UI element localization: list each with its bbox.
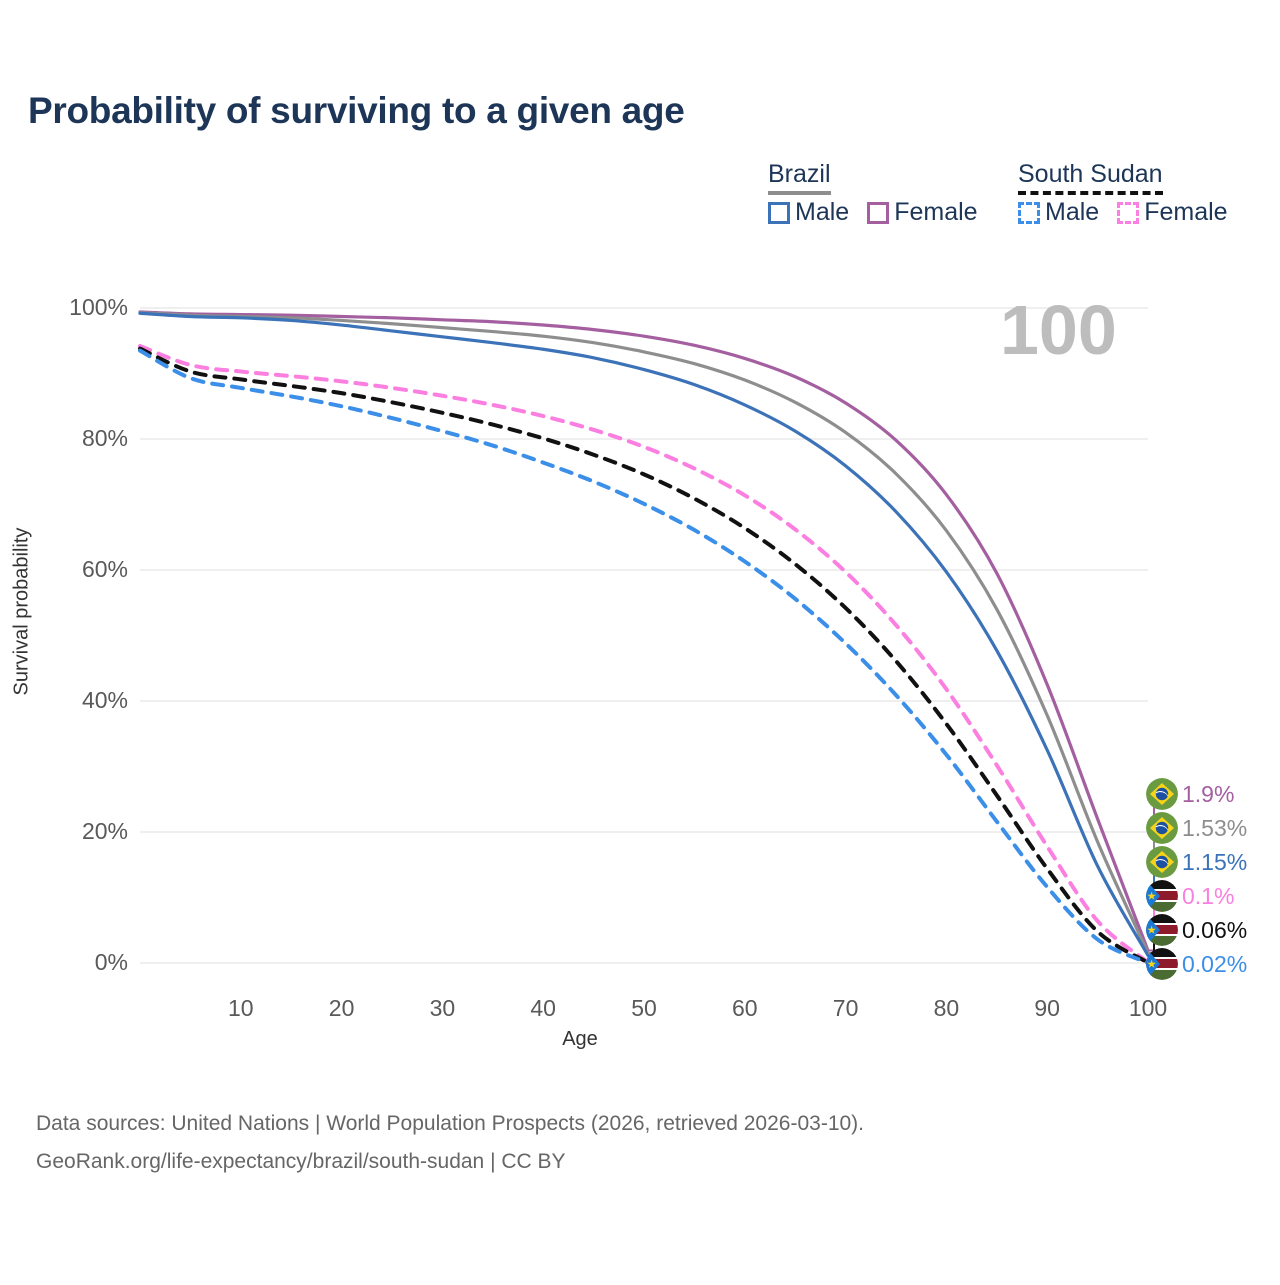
y-axis-tick-label: 40% (8, 687, 128, 714)
x-axis-tick-label: 30 (402, 995, 482, 1022)
x-axis-tick-label: 40 (503, 995, 583, 1022)
x-axis-tick-label: 80 (906, 995, 986, 1022)
end-label-value: 0.06% (1182, 917, 1247, 944)
end-label: 1.53% (1146, 811, 1247, 845)
end-label-value: 0.02% (1182, 951, 1247, 978)
y-axis-tick-label: 20% (8, 818, 128, 845)
end-label-value: 1.15% (1182, 849, 1247, 876)
x-axis-tick-label: 50 (604, 995, 684, 1022)
end-label: 0.1% (1146, 879, 1234, 913)
series-end-labels: 1.9% 1.53% 1.15% 0.1% 0.06% 0.02% (1146, 770, 1280, 985)
south-sudan-flag-icon (1146, 880, 1178, 912)
x-axis-tick-label: 70 (806, 995, 886, 1022)
series-line-brazil-total (140, 313, 1148, 953)
series-line-brazil-male (140, 313, 1148, 955)
footer-credits: Data sources: United Nations | World Pop… (36, 1105, 864, 1181)
x-axis-tick-label: 90 (1007, 995, 1087, 1022)
x-axis-tick-label: 100 (1108, 995, 1188, 1022)
x-axis-tick-label: 10 (201, 995, 281, 1022)
brazil-flag-icon (1146, 778, 1178, 810)
series-line-south-sudan-total (140, 349, 1148, 963)
y-axis-tick-label: 100% (8, 294, 128, 321)
y-axis-ticks: Survival probability 100% 80% 60% 40% 20% 0% (0, 0, 128, 1280)
series-line-south-sudan-male (140, 351, 1148, 963)
end-label: 1.15% (1146, 845, 1247, 879)
y-axis-tick-label: 0% (8, 949, 128, 976)
end-label-value: 0.1% (1182, 883, 1234, 910)
brazil-flag-icon (1146, 846, 1178, 878)
end-label: 0.06% (1146, 913, 1247, 947)
end-label-value: 1.9% (1182, 781, 1234, 808)
watermark-100: 100 (1000, 295, 1117, 365)
footer-line-2: GeoRank.org/life-expectancy/brazil/south… (36, 1143, 864, 1181)
south-sudan-flag-icon (1146, 914, 1178, 946)
end-label-value: 1.53% (1182, 815, 1247, 842)
x-axis-tick-label: 60 (705, 995, 785, 1022)
x-axis-tick-label: 20 (302, 995, 382, 1022)
series-line-brazil-female (140, 312, 1148, 951)
x-axis-title: Age (0, 1028, 1160, 1051)
brazil-flag-icon (1146, 812, 1178, 844)
footer-line-1: Data sources: United Nations | World Pop… (36, 1105, 864, 1143)
y-axis-title: Survival probability (11, 512, 34, 712)
south-sudan-flag-icon (1146, 948, 1178, 980)
y-axis-tick-label: 60% (8, 556, 128, 583)
y-axis-tick-label: 80% (8, 425, 128, 452)
end-label: 0.02% (1146, 947, 1247, 981)
end-label: 1.9% (1146, 777, 1234, 811)
